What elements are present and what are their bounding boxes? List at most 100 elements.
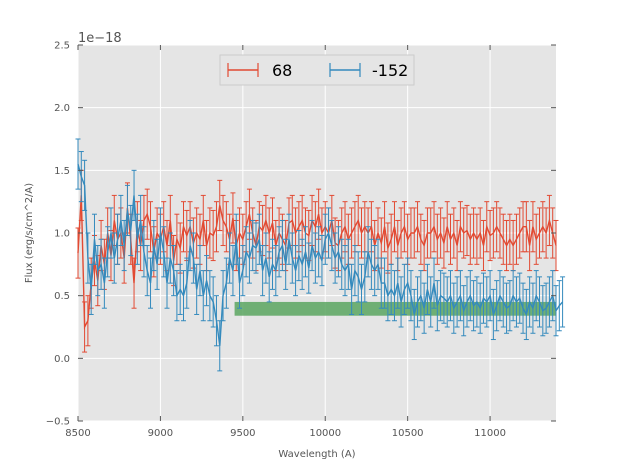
series-line-1 <box>77 163 564 346</box>
error-bar <box>464 204 470 257</box>
error-bar <box>494 201 500 253</box>
error-bar <box>401 263 407 315</box>
error-bar <box>289 232 295 284</box>
error-bar <box>180 201 186 253</box>
error-bar <box>530 282 536 334</box>
error-bar <box>444 201 450 253</box>
x-axis-label: Wavelength (A) <box>278 449 355 460</box>
error-bar <box>487 209 493 262</box>
error-bar <box>484 276 490 328</box>
series-layer <box>75 138 566 372</box>
legend-label-neg152: -152 <box>372 61 408 80</box>
error-bar <box>382 257 388 309</box>
error-bar <box>490 288 496 341</box>
error-bar <box>220 270 226 322</box>
error-bar <box>296 229 302 282</box>
error-bar <box>471 280 477 332</box>
error-bar <box>194 207 200 259</box>
error-bar <box>438 270 444 322</box>
error-bar <box>415 276 421 328</box>
error-bar <box>411 207 417 259</box>
error-bar <box>352 245 358 297</box>
error-bar <box>250 219 256 272</box>
error-bar <box>517 207 523 259</box>
error-bar <box>359 207 365 259</box>
error-bar <box>299 238 305 290</box>
error-bar <box>118 194 124 247</box>
error-bar <box>210 209 216 262</box>
error-bar <box>316 226 322 278</box>
error-bar <box>246 232 252 284</box>
error-bar <box>444 276 450 328</box>
error-bar <box>167 232 173 284</box>
error-bar <box>477 282 483 334</box>
series-1 <box>75 138 566 372</box>
error-bar <box>355 251 361 303</box>
error-bar <box>213 295 219 347</box>
y-tick-label: 2.5 <box>54 41 70 52</box>
error-bar <box>335 226 341 278</box>
error-bar <box>220 194 226 247</box>
error-bar <box>286 213 292 265</box>
error-bar <box>434 280 440 332</box>
error-bar <box>523 201 529 253</box>
error-bar <box>428 276 434 328</box>
error-bar <box>448 270 454 322</box>
error-bar <box>507 280 513 332</box>
error-bar <box>490 207 496 259</box>
error-bar <box>454 276 460 328</box>
error-bar <box>349 263 355 315</box>
error-bar <box>359 263 365 315</box>
error-bar <box>362 251 368 303</box>
error-bar <box>513 276 519 328</box>
error-bar <box>461 207 467 259</box>
error-bar <box>441 217 447 269</box>
error-bar <box>210 276 216 328</box>
y-tick-label: −0.5 <box>46 417 70 428</box>
error-bar <box>411 288 417 341</box>
y-axis-label: Flux (erg/s/cm^2/A) <box>24 183 35 283</box>
error-bar <box>477 207 483 259</box>
error-bar <box>263 232 269 284</box>
error-bar <box>121 219 127 272</box>
legend-label-68: 68 <box>272 61 292 80</box>
error-bar <box>283 238 289 290</box>
error-bar <box>98 238 104 290</box>
error-bar <box>187 219 193 272</box>
error-bar <box>243 226 249 278</box>
y-tick-label: 1.5 <box>54 166 70 177</box>
x-tick-label: 9500 <box>230 428 255 439</box>
error-bar <box>269 238 275 290</box>
error-bar <box>504 219 510 272</box>
error-bar <box>504 282 510 334</box>
error-bar <box>553 285 559 337</box>
error-bar <box>457 270 463 322</box>
legend-entry-68: 68 <box>227 61 292 80</box>
error-bar <box>154 238 160 290</box>
error-bar <box>164 257 170 309</box>
error-bar <box>293 245 299 297</box>
error-bar <box>223 201 229 253</box>
error-bar <box>260 245 266 297</box>
error-bar <box>451 282 457 334</box>
error-bar <box>194 263 200 315</box>
error-bar <box>398 276 404 328</box>
series-line-0 <box>77 195 557 330</box>
error-bar <box>253 222 259 274</box>
error-bar <box>368 238 374 290</box>
error-bar <box>82 159 88 211</box>
error-bar <box>372 245 378 297</box>
error-bar <box>533 213 539 265</box>
error-bar <box>227 232 233 284</box>
error-bar <box>408 270 414 322</box>
error-bar <box>85 295 91 347</box>
error-bar <box>329 219 335 272</box>
error-bar <box>312 232 318 284</box>
error-bar <box>507 213 513 265</box>
error-bar <box>484 201 490 253</box>
error-bar <box>438 207 444 259</box>
error-bar <box>513 213 519 265</box>
error-bar <box>180 270 186 322</box>
error-bar <box>148 201 154 253</box>
continuum-band-layer <box>234 301 556 316</box>
